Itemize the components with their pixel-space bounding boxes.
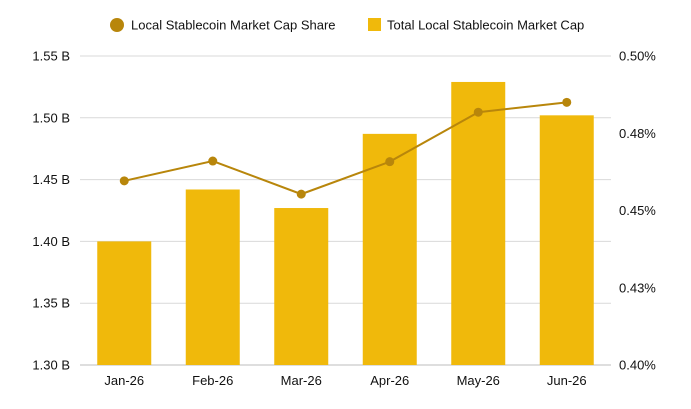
legend-line-label: Local Stablecoin Market Cap Share [131, 18, 336, 33]
legend-bar-label: Total Local Stablecoin Market Cap [387, 18, 584, 33]
left-axis-tick-label: 1.30 B [32, 358, 70, 373]
bar [539, 115, 594, 365]
legend: Local Stablecoin Market Cap Share Total … [110, 18, 584, 33]
share-point [385, 157, 395, 167]
legend-bar-marker [368, 18, 381, 31]
grid-layer [80, 55, 611, 366]
right-axis-tick-label: 0.45% [619, 203, 656, 218]
right-axis-tick-label: 0.43% [619, 280, 656, 295]
x-axis-tick-label: Jun-26 [547, 373, 587, 388]
x-axis-tick-label: May-26 [457, 373, 500, 388]
share-point [119, 176, 129, 186]
left-axis-tick-label: 1.50 B [32, 110, 70, 125]
x-axis-tick-label: Jan-26 [104, 373, 144, 388]
x-axis-tick-label: Apr-26 [370, 373, 409, 388]
left-axis-tick-label: 1.55 B [32, 49, 70, 64]
axis-layer: 1.30 B 1.35 B 1.40 B 1.45 B 1.50 B 1.55 B 0.40… [32, 49, 656, 389]
share-point [473, 107, 483, 117]
x-axis-tick-label: Feb-26 [192, 373, 233, 388]
legend-line-marker [110, 18, 124, 32]
share-point [296, 189, 306, 199]
right-axis-tick-label: 0.48% [619, 126, 656, 141]
bar [274, 208, 329, 365]
share-point [562, 97, 572, 107]
bar [185, 189, 240, 365]
share-point [208, 156, 218, 166]
bar [451, 81, 506, 366]
share-line [124, 101, 567, 196]
bar [97, 241, 152, 365]
left-axis-tick-label: 1.40 B [32, 234, 70, 249]
bar-layer [97, 81, 594, 366]
left-axis-tick-label: 1.35 B [32, 296, 70, 311]
bar [362, 133, 417, 365]
left-axis-tick-label: 1.45 B [32, 172, 70, 187]
line-layer [119, 97, 572, 199]
x-axis-tick-label: Mar-26 [281, 373, 322, 388]
right-axis-tick-label: 0.50% [619, 49, 656, 64]
right-axis-tick-label: 0.40% [619, 358, 656, 373]
